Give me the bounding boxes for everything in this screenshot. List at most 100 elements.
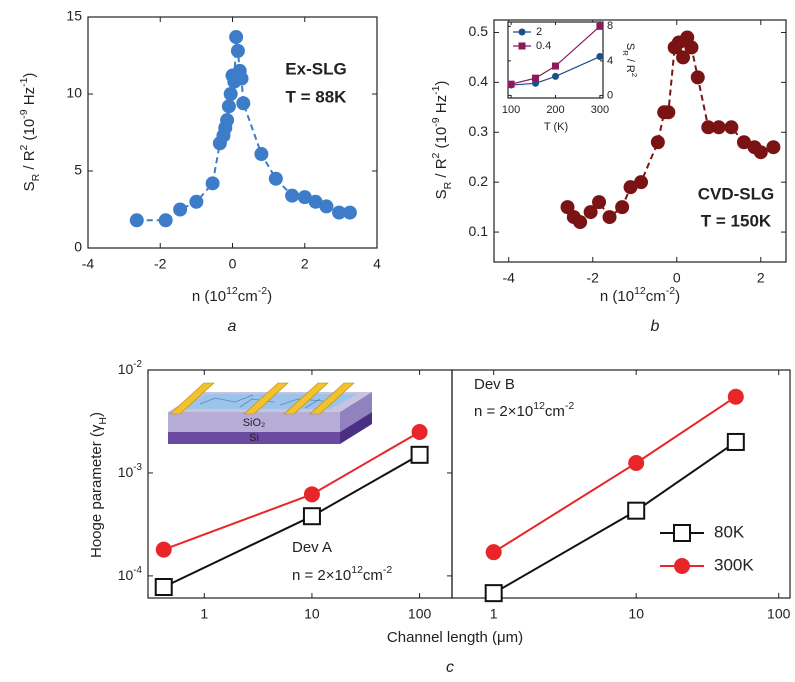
legend-label: 0.4 bbox=[536, 40, 551, 52]
y-tick-label: 0.3 bbox=[469, 123, 489, 139]
x-tick-label: 10 bbox=[628, 606, 644, 622]
x-axis-label-part: n (10 bbox=[192, 288, 226, 305]
y-tick-label: 8 bbox=[607, 20, 613, 32]
marker bbox=[532, 74, 540, 82]
marker bbox=[711, 120, 726, 135]
marker bbox=[650, 135, 665, 150]
inset-label: SiO₂ bbox=[243, 417, 266, 429]
x-tick-label: 100 bbox=[502, 104, 520, 116]
y-axis-label-part: R bbox=[442, 181, 454, 189]
marker bbox=[507, 80, 515, 88]
marker bbox=[229, 30, 244, 45]
inset-y-label-part: 2 bbox=[630, 73, 639, 77]
inset-x-label-part: T (K) bbox=[544, 121, 568, 133]
y-axis-label: SR / R2 (10-9 Hz-1) bbox=[430, 81, 454, 200]
legend-label: 2 bbox=[536, 26, 542, 38]
marker bbox=[485, 544, 502, 561]
panel-label: c bbox=[446, 659, 454, 676]
annotation-part: n = 2×10 bbox=[474, 403, 533, 420]
annotation: T = 88K bbox=[286, 87, 348, 106]
x-tick-label: 100 bbox=[408, 606, 432, 622]
x-tick-label: 0 bbox=[229, 256, 237, 272]
marker bbox=[319, 199, 334, 214]
y-axis-label-part: S bbox=[433, 189, 450, 199]
device-side bbox=[340, 392, 372, 432]
series-line bbox=[163, 431, 421, 551]
x-axis-label-part: 12 bbox=[634, 285, 646, 297]
x-axis-label-part: -2 bbox=[258, 285, 267, 297]
x-tick-label: 0 bbox=[673, 270, 681, 286]
y-tick-label: 0 bbox=[607, 89, 613, 101]
marker bbox=[220, 113, 235, 128]
annotation: Dev A bbox=[292, 539, 332, 556]
marker bbox=[552, 62, 559, 70]
y-axis-label-part: -1 bbox=[430, 85, 442, 94]
annotation: n = 2×1012cm-2 bbox=[474, 400, 574, 420]
x-axis-label-part: -2 bbox=[666, 285, 675, 297]
marker bbox=[628, 454, 645, 471]
y-tick-label: 10-4 bbox=[118, 565, 143, 583]
marker bbox=[236, 96, 251, 111]
inset-y-label: SR / R2 bbox=[621, 43, 639, 77]
tick-base: 10 bbox=[118, 567, 134, 583]
x-axis-label-part: cm bbox=[238, 288, 258, 305]
device-illustration bbox=[168, 382, 372, 444]
marker bbox=[302, 507, 321, 526]
panel-label: a bbox=[228, 318, 237, 335]
x-tick-label: 200 bbox=[546, 104, 564, 116]
y-tick-label: 10-2 bbox=[118, 359, 142, 377]
annotation: Ex-SLG bbox=[285, 59, 346, 78]
x-tick-label: -2 bbox=[587, 270, 600, 286]
marker bbox=[727, 388, 744, 405]
marker bbox=[596, 53, 604, 61]
y-axis-label: Hooge parameter (γH) bbox=[88, 412, 109, 558]
electrode bbox=[169, 382, 215, 415]
marker bbox=[690, 70, 705, 85]
marker bbox=[596, 22, 604, 30]
annotation-part: 12 bbox=[351, 564, 363, 576]
marker bbox=[308, 194, 323, 209]
annotation-part: -2 bbox=[565, 400, 574, 412]
marker bbox=[254, 147, 269, 162]
legend-label: 300K bbox=[714, 555, 754, 574]
marker bbox=[155, 541, 172, 558]
device-sio2 bbox=[168, 412, 340, 432]
x-tick-label: 2 bbox=[757, 270, 765, 286]
legend-marker bbox=[673, 524, 691, 542]
marker bbox=[332, 205, 347, 220]
y-axis-label-part: R bbox=[30, 173, 42, 181]
x-tick-label: 2 bbox=[301, 256, 309, 272]
marker bbox=[285, 188, 300, 203]
y-axis-label-part: Hooge parameter (γ bbox=[88, 424, 105, 558]
marker bbox=[766, 140, 781, 155]
inset-label: Si bbox=[249, 432, 259, 444]
x-tick-label: 10 bbox=[304, 606, 320, 622]
y-axis-label-part: -9 bbox=[18, 109, 30, 118]
marker bbox=[410, 445, 429, 464]
inset-y-label-part: S bbox=[624, 43, 636, 50]
y-tick-label: 0.1 bbox=[469, 223, 489, 239]
marker bbox=[736, 135, 751, 150]
annotation-part: Dev A bbox=[292, 539, 332, 556]
panel-label: b bbox=[651, 318, 660, 335]
y-tick-label: 0.2 bbox=[469, 173, 489, 189]
grain-boundaries bbox=[199, 394, 324, 409]
legend-marker bbox=[518, 28, 526, 36]
annotation-part: cm bbox=[545, 403, 565, 420]
annotation-part: n = 2×10 bbox=[292, 567, 351, 584]
marker bbox=[158, 213, 173, 228]
legend-marker bbox=[518, 42, 526, 50]
x-axis-label-part: ) bbox=[675, 288, 680, 305]
tick-exp: -3 bbox=[133, 462, 142, 473]
x-axis-label: n (1012cm-2) bbox=[192, 285, 272, 305]
tick-exp: -2 bbox=[133, 359, 142, 370]
x-tick-label: 100 bbox=[767, 606, 791, 622]
marker bbox=[234, 71, 249, 86]
inset-y-label-part: / R bbox=[624, 56, 636, 73]
marker bbox=[205, 176, 220, 191]
annotation-part: Dev B bbox=[474, 376, 515, 393]
marker bbox=[724, 120, 739, 135]
y-axis-label-part: ) bbox=[433, 81, 450, 86]
marker bbox=[602, 210, 617, 225]
